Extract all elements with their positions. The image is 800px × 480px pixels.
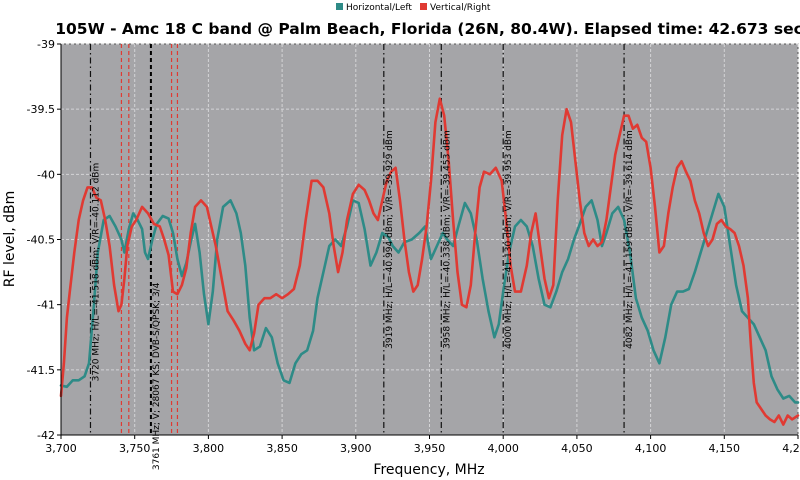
legend: Horizontal/Left Vertical/Right xyxy=(336,3,491,13)
x-tick-label: 4,200 xyxy=(782,442,800,455)
x-tick-label: 3,700 xyxy=(45,442,77,455)
marker-label: 3919 MHz; H/L=-40.994 dBm; V/R=-39.929 d… xyxy=(385,130,395,349)
marker-lines xyxy=(89,44,625,435)
x-tick-label: 3,800 xyxy=(193,442,225,455)
series-line xyxy=(59,97,800,426)
legend-label: Vertical/Right xyxy=(430,3,491,13)
series-line xyxy=(59,192,800,404)
x-tick-label: 3,850 xyxy=(266,442,298,455)
y-tick-label: -40.5 xyxy=(27,234,55,247)
x-tick-label: 3,950 xyxy=(414,442,446,455)
chart-title: 105W - Amc 18 C band @ Palm Beach, Flori… xyxy=(55,20,800,38)
y-axis: -39 -39.5 -40 -40.5 -41 -41.5 -42 xyxy=(27,38,62,442)
y-tick-label: -42 xyxy=(37,429,55,442)
marker-labels: 3720 MHz; H/L=-41.518 dBm; V/R=-40.112 d… xyxy=(91,130,635,470)
marker-label: 3761 MHz; V; 28067 KS; DVB-S/QPSK; 3/4 xyxy=(152,282,162,470)
marker-label: 3720 MHz; H/L=-41.518 dBm; V/R=-40.112 d… xyxy=(91,163,101,382)
x-tick-label: 3,750 xyxy=(119,442,151,455)
x-tick-label: 4,050 xyxy=(561,442,593,455)
y-axis-label: RF level, dBm xyxy=(2,191,18,288)
x-tick-label: 4,100 xyxy=(635,442,667,455)
x-tick-label: 3,900 xyxy=(340,442,372,455)
legend-swatch xyxy=(420,3,427,10)
y-tick-label: -39.5 xyxy=(27,103,55,116)
marker-label: 4082 MHz; H/L=-41.159 dBm; V/R=-39.614 d… xyxy=(625,130,635,349)
x-tick-label: 4,000 xyxy=(487,442,519,455)
marker-label: 3958 MHz; H/L=-40.338 dBm; V/R=-39.453 d… xyxy=(442,130,452,349)
series-lines xyxy=(59,97,800,426)
marker-label: 4000 MHz; H/L=-41.130 dBm; V/R=-39.953 d… xyxy=(504,130,514,349)
y-tick-label: -41.5 xyxy=(27,364,55,377)
legend-label: Horizontal/Left xyxy=(346,3,412,13)
y-tick-label: -41 xyxy=(37,299,55,312)
x-tick-label: 4,150 xyxy=(709,442,741,455)
y-tick-label: -39 xyxy=(37,38,55,51)
legend-swatch xyxy=(336,3,343,10)
x-axis-label: Frequency, MHz xyxy=(373,462,484,478)
x-axis: 3,700 3,750 3,800 3,850 3,900 3,950 4,000 4,050… xyxy=(45,434,800,455)
y-tick-label: -40 xyxy=(37,168,55,181)
